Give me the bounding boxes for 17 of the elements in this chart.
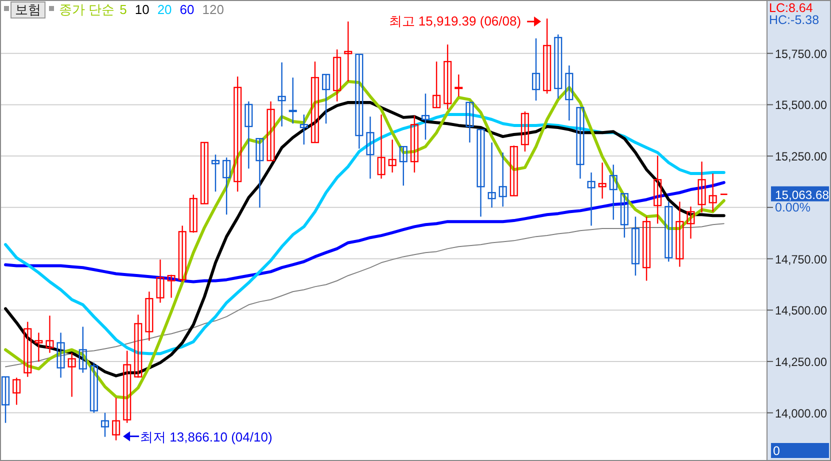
y-tick-label: 14,750.00	[775, 252, 828, 266]
legend-title: 종가 단순	[59, 2, 115, 17]
y-tick-label: 15,250.00	[775, 150, 828, 164]
text: HC:-5.38	[769, 13, 820, 27]
y-tick-label: 14,000.00	[775, 406, 828, 420]
text: 0	[773, 444, 780, 458]
chart-title: 보험	[15, 2, 41, 17]
text: 0.00%	[775, 200, 810, 214]
annotation: 최고 15,919.39 (06/08)	[388, 14, 542, 29]
y-tick-label: 15,500.00	[775, 98, 828, 112]
y-tick-label: 15,750.00	[775, 46, 828, 61]
text: LC:8.64	[769, 1, 813, 15]
legend: 보험 종가 단순 5 10 20 60 120	[4, 2, 224, 18]
annotation: 최저 13,866.10 (04/10)	[123, 429, 272, 444]
annotation: 15,063.68	[771, 186, 829, 202]
y-tick-label: 14,500.00	[775, 304, 828, 318]
y-tick-label: 14,250.00	[775, 354, 828, 369]
